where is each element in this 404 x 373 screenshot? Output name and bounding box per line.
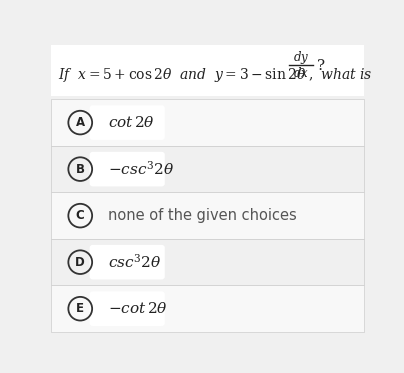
Text: $-\mathit{cot}\,2\theta$: $-\mathit{cot}\,2\theta$ (108, 301, 168, 316)
Text: $dy$: $dy$ (293, 49, 309, 66)
FancyBboxPatch shape (50, 285, 364, 332)
FancyBboxPatch shape (90, 152, 165, 186)
Text: none of the given choices: none of the given choices (108, 208, 297, 223)
FancyBboxPatch shape (50, 146, 364, 192)
FancyBboxPatch shape (90, 105, 165, 140)
Text: B: B (76, 163, 85, 176)
Text: C: C (76, 209, 84, 222)
Text: D: D (76, 256, 85, 269)
Text: E: E (76, 302, 84, 315)
FancyBboxPatch shape (50, 45, 364, 97)
Text: $\mathit{If}\ \ x=5+\cos2\theta\ \ \mathit{and}\ \ y=3-\sin2\theta\ ,\ \mathit{w: $\mathit{If}\ \ x=5+\cos2\theta\ \ \math… (58, 66, 373, 84)
Text: $-\mathit{csc}^{3}2\theta$: $-\mathit{csc}^{3}2\theta$ (108, 160, 175, 178)
FancyBboxPatch shape (90, 245, 165, 279)
Text: $\mathit{csc}^{3}2\theta$: $\mathit{csc}^{3}2\theta$ (108, 253, 162, 271)
Text: $dx$: $dx$ (293, 66, 309, 81)
Text: $\mathit{cot}\,2\theta$: $\mathit{cot}\,2\theta$ (108, 115, 155, 130)
Text: A: A (76, 116, 85, 129)
FancyBboxPatch shape (50, 192, 364, 239)
FancyBboxPatch shape (50, 99, 364, 146)
FancyBboxPatch shape (90, 291, 165, 326)
Text: $?$: $?$ (316, 58, 325, 73)
FancyBboxPatch shape (50, 239, 364, 285)
